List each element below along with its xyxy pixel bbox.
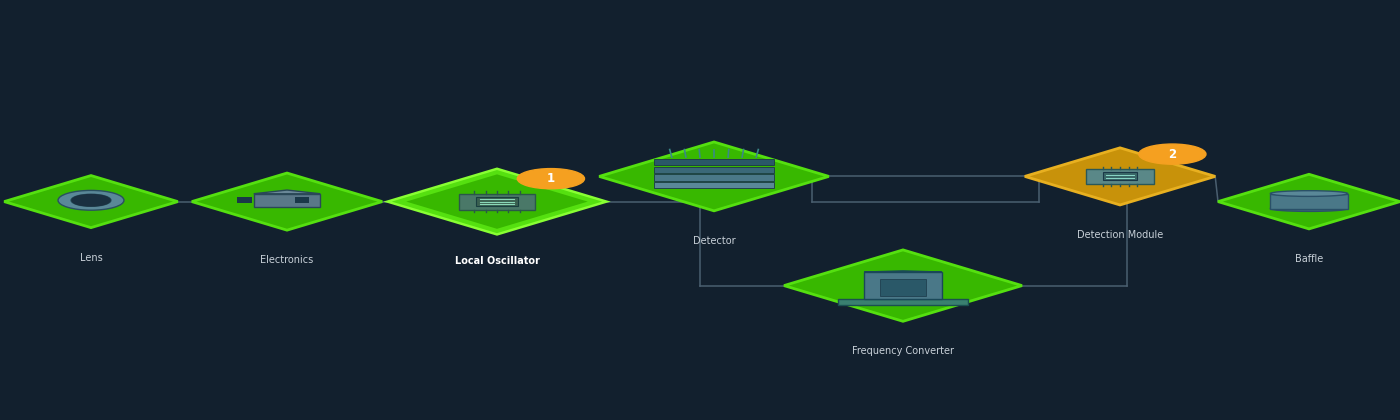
Polygon shape [1025, 148, 1215, 205]
FancyBboxPatch shape [654, 182, 774, 188]
Text: Electronics: Electronics [260, 255, 314, 265]
Text: Detection Module: Detection Module [1077, 230, 1163, 240]
FancyBboxPatch shape [654, 159, 774, 165]
Text: 2: 2 [1168, 147, 1176, 160]
FancyBboxPatch shape [654, 167, 774, 173]
FancyBboxPatch shape [1086, 169, 1154, 184]
Text: Local Oscillator: Local Oscillator [455, 256, 539, 266]
Polygon shape [192, 173, 382, 230]
Polygon shape [253, 190, 321, 194]
Polygon shape [864, 271, 942, 272]
Polygon shape [784, 250, 1022, 321]
Polygon shape [4, 176, 178, 228]
FancyBboxPatch shape [864, 273, 942, 299]
Polygon shape [399, 172, 595, 231]
Circle shape [517, 168, 585, 189]
Ellipse shape [1270, 191, 1348, 197]
FancyBboxPatch shape [654, 174, 774, 181]
Text: 1: 1 [547, 172, 554, 185]
FancyBboxPatch shape [253, 194, 321, 207]
FancyBboxPatch shape [238, 197, 252, 203]
Text: Detector: Detector [693, 236, 735, 246]
FancyBboxPatch shape [294, 197, 309, 203]
FancyBboxPatch shape [476, 197, 518, 207]
FancyBboxPatch shape [459, 194, 535, 210]
Text: Baffle: Baffle [1295, 254, 1323, 264]
Circle shape [1138, 144, 1205, 164]
Ellipse shape [1270, 206, 1348, 211]
FancyBboxPatch shape [879, 279, 927, 297]
Text: Lens: Lens [80, 253, 102, 263]
FancyBboxPatch shape [1103, 172, 1137, 181]
Polygon shape [599, 142, 829, 211]
FancyBboxPatch shape [1270, 194, 1348, 209]
FancyBboxPatch shape [837, 299, 969, 305]
Text: Frequency Converter: Frequency Converter [853, 346, 953, 357]
Polygon shape [1218, 174, 1400, 229]
Circle shape [71, 194, 111, 206]
